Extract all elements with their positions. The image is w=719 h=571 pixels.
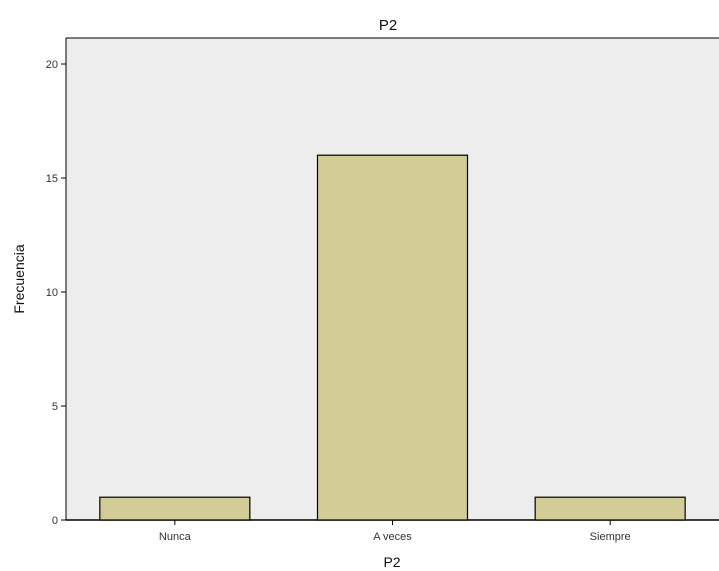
bar-nunca <box>99 496 251 521</box>
y-axis-title: Frecuencia <box>11 244 27 313</box>
x-tick-label: Siempre <box>590 531 631 543</box>
y-ticks: 0 5 10 15 20 <box>46 59 66 527</box>
y-tick-label: 10 <box>46 287 58 299</box>
bar-a-veces <box>316 154 469 521</box>
bars <box>99 154 686 521</box>
y-tick-label: 0 <box>52 515 58 527</box>
x-tick-label: A veces <box>373 531 412 543</box>
x-tick-label: Nunca <box>159 531 192 543</box>
y-tick-label: 5 <box>52 401 58 413</box>
chart-title: P2 <box>379 17 397 34</box>
x-ticks: Nunca A veces Siempre <box>159 520 631 543</box>
bar-siempre <box>534 496 686 521</box>
x-axis-title: P2 <box>383 554 400 570</box>
y-tick-label: 20 <box>46 59 58 71</box>
y-tick-label: 15 <box>46 173 58 185</box>
